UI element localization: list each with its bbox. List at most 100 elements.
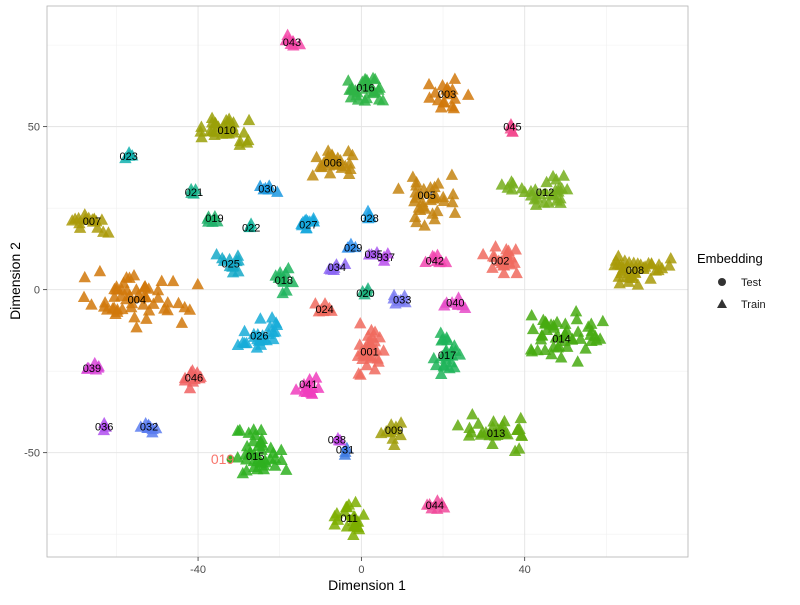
cluster-label-015: 015 xyxy=(246,451,264,463)
cluster-label-025: 025 xyxy=(222,259,240,271)
cluster-label-030: 030 xyxy=(258,184,276,196)
y-tick-label: 50 xyxy=(28,122,40,134)
train-point-004 xyxy=(123,289,136,301)
test-point-009 xyxy=(390,426,398,434)
train-point-004 xyxy=(137,298,150,310)
train-point-008 xyxy=(644,272,657,284)
test-point-024 xyxy=(321,305,329,313)
train-point-018 xyxy=(280,284,293,296)
cluster-label-043: 043 xyxy=(283,37,301,49)
train-point-012 xyxy=(561,182,574,195)
cluster-label-014: 014 xyxy=(552,334,570,346)
train-point-014 xyxy=(593,332,607,344)
train-point-015 xyxy=(257,462,270,475)
cluster-label-002: 002 xyxy=(491,255,509,267)
train-point-014 xyxy=(584,328,597,340)
cluster-label-001: 001 xyxy=(360,347,378,359)
train-point-008 xyxy=(664,251,677,264)
train-point-005 xyxy=(406,170,420,182)
train-point-006 xyxy=(326,149,339,162)
test-point-001 xyxy=(366,348,374,356)
train-point-016 xyxy=(367,85,380,97)
test-point-028 xyxy=(366,214,374,222)
train-point-008 xyxy=(620,270,633,283)
train-point-046 xyxy=(178,371,192,384)
test-point-023 xyxy=(125,152,133,160)
cluster-label-019: 019 xyxy=(205,213,223,225)
train-point-017 xyxy=(434,326,447,338)
train-point-013 xyxy=(476,426,489,438)
train-point-005 xyxy=(448,206,462,218)
test-point-043 xyxy=(288,38,296,46)
train-point-004 xyxy=(93,264,107,277)
test-point-037 xyxy=(382,253,390,261)
cluster-label-009: 009 xyxy=(385,425,403,437)
cluster-label-004: 004 xyxy=(128,294,146,306)
train-point-013 xyxy=(514,411,527,424)
train-point-015 xyxy=(231,451,244,463)
cluster-label-005: 005 xyxy=(418,190,436,202)
y-tick-label: -50 xyxy=(24,448,40,460)
train-point-001 xyxy=(377,344,390,356)
train-point-014 xyxy=(561,340,574,352)
train-point-013 xyxy=(451,419,465,431)
cluster-label-003: 003 xyxy=(438,89,456,101)
train-point-011 xyxy=(347,514,360,526)
cluster-label-045: 045 xyxy=(503,122,521,134)
train-point-014 xyxy=(570,312,584,325)
test-point-027 xyxy=(304,220,312,228)
train-point-008 xyxy=(631,278,645,290)
y-axis-ticks: -50 0 50 xyxy=(24,122,47,460)
train-point-040 xyxy=(438,299,451,311)
test-point-017 xyxy=(443,351,451,359)
train-point-041 xyxy=(289,383,303,395)
train-point-003 xyxy=(429,86,442,98)
train-point-004 xyxy=(138,280,152,292)
train-point-006 xyxy=(346,148,359,161)
train-point-004 xyxy=(77,290,91,302)
test-point-032 xyxy=(145,423,153,431)
train-point-025 xyxy=(232,254,245,266)
data-points xyxy=(66,28,677,540)
cluster-label-024: 024 xyxy=(315,304,333,316)
train-point-002 xyxy=(510,266,523,279)
train-point-002 xyxy=(509,243,522,255)
train-point-006 xyxy=(306,169,319,181)
train-point-002 xyxy=(504,257,517,270)
cluster-label-035: 035 xyxy=(364,249,382,261)
cluster-label-022: 022 xyxy=(242,223,260,235)
train-point-014 xyxy=(559,317,572,329)
train-point-009 xyxy=(388,438,401,451)
train-point-005 xyxy=(437,190,450,203)
train-point-017 xyxy=(435,367,448,379)
train-point-015 xyxy=(280,463,293,475)
train-point-013 xyxy=(486,437,499,450)
cluster-label-036: 036 xyxy=(95,422,113,434)
legend-triangle-icon xyxy=(717,299,727,308)
cluster-label-023: 023 xyxy=(119,151,137,163)
train-point-005 xyxy=(410,179,423,191)
train-point-004 xyxy=(130,320,143,333)
train-point-009 xyxy=(380,424,393,437)
train-point-034 xyxy=(338,257,352,270)
cluster-label-017: 017 xyxy=(438,350,456,362)
train-point-012 xyxy=(537,196,551,208)
train-point-041 xyxy=(310,371,323,383)
train-point-003 xyxy=(448,92,461,104)
train-point-005 xyxy=(445,168,459,180)
train-point-012 xyxy=(518,185,531,197)
train-point-012 xyxy=(534,187,547,200)
train-point-011 xyxy=(347,528,360,540)
train-point-012 xyxy=(546,169,560,182)
y-tick-label: 0 xyxy=(34,285,40,297)
train-point-012 xyxy=(540,175,553,188)
cluster-label-027: 027 xyxy=(299,219,317,231)
train-point-005 xyxy=(417,182,430,195)
train-point-004 xyxy=(78,270,91,283)
x-tick-label: 40 xyxy=(519,564,531,576)
train-point-041 xyxy=(312,381,325,393)
train-point-004 xyxy=(172,296,185,309)
train-point-016 xyxy=(342,74,355,86)
train-point-015 xyxy=(264,441,277,453)
train-point-010 xyxy=(205,116,219,128)
